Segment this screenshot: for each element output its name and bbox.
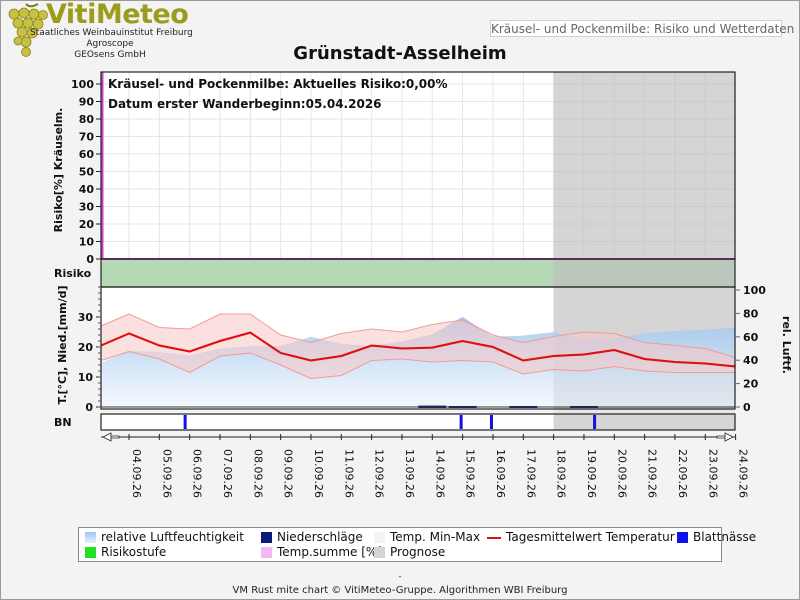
legend-item-temp-mean: Tagesmittelwert Temperatur bbox=[487, 529, 675, 545]
risk-ytick-label: 60 bbox=[79, 148, 95, 161]
humidity-ytick-label: 40 bbox=[743, 354, 759, 367]
logo-title: VitiMeteo bbox=[46, 0, 189, 30]
humidity-ytick-label: 60 bbox=[743, 331, 759, 344]
scroll-right-arrow-icon bbox=[716, 432, 734, 442]
x-tick-label: 23.09.26 bbox=[706, 449, 719, 498]
logo-line-agroscope: Agroscope bbox=[86, 39, 134, 49]
x-tick-label: 21.09.26 bbox=[646, 449, 659, 498]
temp-max-line bbox=[100, 313, 736, 358]
footer-dash: - bbox=[398, 572, 402, 582]
chart-canvas: 0 10 20 30 40 50 60 70 80 90 100 0 10 20 30 0 20 40 60 80 10… bbox=[52, 71, 793, 498]
risk-ytick-label: 70 bbox=[79, 131, 95, 144]
x-tick-label: 16.09.26 bbox=[494, 449, 507, 498]
minmax-swatch-icon bbox=[374, 532, 385, 543]
temp-line-icon bbox=[487, 536, 501, 539]
grape-logo-icon bbox=[8, 3, 48, 57]
legend-item-temp-sum: Temp.summe [%] bbox=[261, 544, 382, 560]
panel-frame bbox=[100, 286, 736, 410]
risk-ytick-label: 30 bbox=[79, 201, 95, 214]
x-tick-label: 10.09.26 bbox=[312, 449, 325, 498]
x-tick-label: 15.09.26 bbox=[464, 449, 477, 498]
scroll-left-arrow-icon bbox=[102, 432, 120, 442]
humidity-ytick-label: 80 bbox=[743, 307, 759, 320]
leaf-wetness-swatch-icon bbox=[677, 532, 688, 543]
x-tick-label: 05.09.26 bbox=[160, 449, 173, 498]
x-tick-label: 08.09.26 bbox=[251, 449, 264, 498]
temp-mean-line-prognosis bbox=[100, 331, 736, 368]
leaf-wetness-label: BN bbox=[54, 416, 72, 429]
footer-credit: VM Rust mite chart © VitiMeteo-Gruppe. A… bbox=[232, 585, 568, 596]
x-tick-label: 04.09.26 bbox=[130, 449, 143, 498]
leaf-wetness-mark bbox=[489, 415, 493, 429]
x-tick-label: 06.09.26 bbox=[191, 449, 204, 498]
prognosis-shade bbox=[553, 259, 735, 287]
temp-ytick-label: 10 bbox=[78, 371, 94, 384]
chart-type-tab[interactable]: Kräusel- und Pockenmilbe: Risiko und Wet… bbox=[490, 20, 795, 37]
leaf-wetness-mark bbox=[459, 415, 463, 429]
panel-frame bbox=[100, 413, 736, 431]
risk-annotation: Kräusel- und Pockenmilbe: Aktuelles Risi… bbox=[108, 77, 448, 91]
x-tick-label: 07.09.26 bbox=[221, 449, 234, 498]
x-tick-label: 18.09.26 bbox=[555, 449, 568, 498]
risk-swatch-icon bbox=[85, 547, 96, 558]
temp-ytick-label: 20 bbox=[78, 341, 94, 354]
leaf-wetness-mark bbox=[183, 415, 187, 429]
x-tick-label: 22.09.26 bbox=[676, 449, 689, 498]
temp-sum-swatch-icon bbox=[261, 547, 272, 558]
temp-minmax-band bbox=[101, 314, 736, 379]
humidity-ytick-label: 100 bbox=[743, 284, 766, 297]
temp-ylabel: T.[°C], Nied.[mm/d] bbox=[56, 285, 69, 404]
x-tick-label: 20.09.26 bbox=[615, 449, 628, 498]
station-title: Grünstadt-Asselheim bbox=[293, 43, 507, 64]
prognosis-shade bbox=[553, 72, 735, 259]
risk-band-label: Risiko bbox=[54, 267, 92, 280]
prognosis-shade bbox=[553, 414, 735, 430]
legend-item-risk-level: Risikostufe bbox=[85, 544, 166, 560]
risk-ytick-label: 20 bbox=[79, 218, 95, 231]
x-tick-label: 19.09.26 bbox=[585, 449, 598, 498]
legend-item-prognosis: Prognose bbox=[374, 544, 445, 560]
risk-ytick-label: 40 bbox=[79, 183, 95, 196]
humidity-ylabel: rel. Luftf. bbox=[780, 316, 793, 374]
x-tick-label: 13.09.26 bbox=[403, 449, 416, 498]
risk-ytick-label: 50 bbox=[79, 166, 95, 179]
leaf-wetness-mark bbox=[593, 415, 597, 429]
risk-ytick-label: 0 bbox=[86, 253, 94, 266]
chart-legend: relative Luftfeuchtigkeit Niederschläge … bbox=[78, 527, 756, 562]
temp-ytick-label: 0 bbox=[85, 401, 93, 414]
legend-item-leaf-wetness: Blattnässe bbox=[677, 529, 756, 545]
temp-min-line bbox=[100, 350, 736, 380]
logo-line-geosens: GEOsens GmbH bbox=[74, 50, 146, 60]
legend-item-precipitation: Niederschläge bbox=[261, 529, 363, 545]
risk-annotation: Datum erster Wanderbeginn:05.04.2026 bbox=[108, 97, 382, 111]
x-tick-label: 11.09.26 bbox=[342, 449, 355, 498]
risk-ylabel: Risiko[%] Kräuselm. bbox=[52, 108, 65, 233]
temp-ytick-label: 30 bbox=[78, 311, 94, 324]
risk-ytick-label: 100 bbox=[71, 78, 94, 91]
risk-ytick-label: 10 bbox=[79, 236, 95, 249]
humidity-swatch-icon bbox=[85, 532, 96, 543]
humidity-ytick-label: 20 bbox=[743, 378, 759, 391]
precip-swatch-icon bbox=[261, 532, 272, 543]
risk-ytick-label: 90 bbox=[79, 96, 95, 109]
humidity-ytick-label: 0 bbox=[743, 401, 751, 414]
x-tick-label: 24.09.26 bbox=[737, 449, 750, 498]
x-tick-label: 17.09.26 bbox=[524, 449, 537, 498]
risk-ytick-label: 80 bbox=[79, 113, 95, 126]
x-tick-label: 12.09.26 bbox=[373, 449, 386, 498]
x-tick-label: 14.09.26 bbox=[433, 449, 446, 498]
prognosis-swatch-icon bbox=[374, 547, 385, 558]
legend-item-humidity: relative Luftfeuchtigkeit bbox=[85, 529, 244, 545]
logo-line-institute: Staatliches Weinbauinstitut Freiburg bbox=[30, 28, 193, 38]
x-tick-label: 09.09.26 bbox=[282, 449, 295, 498]
legend-item-temp-minmax: Temp. Min-Max bbox=[374, 529, 480, 545]
